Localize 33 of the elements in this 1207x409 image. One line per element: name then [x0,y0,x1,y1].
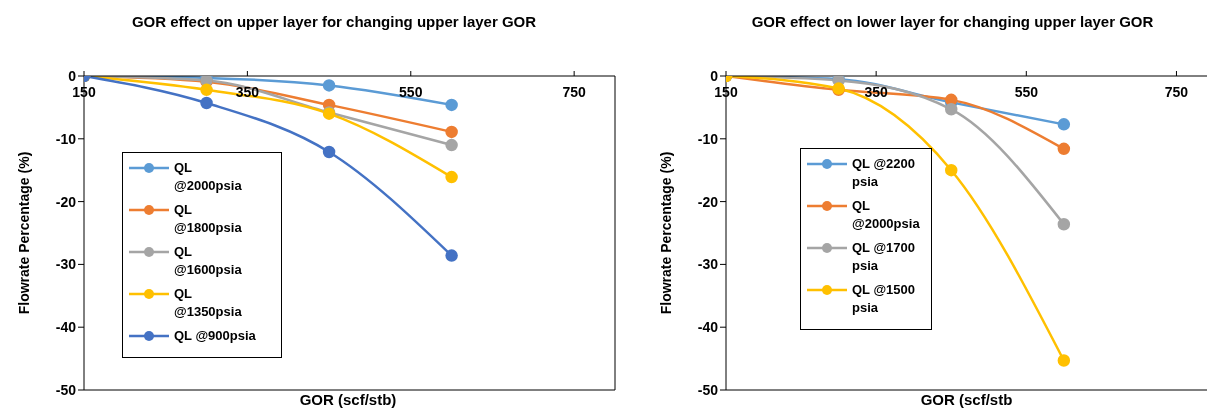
y-tick-label: 0 [710,67,719,84]
y-tick-label: -50 [697,381,719,398]
x-tick-label: 550 [399,84,423,100]
chart-title: GOR effect on upper layer for changing upper layer GOR [130,12,538,32]
legend-label: QL @900psia [174,327,257,345]
y-tick-label: -40 [55,319,77,336]
x-tick-label: 550 [1014,84,1039,100]
x-tick-label: 150 [72,84,96,100]
y-axis-title: Flowrate Percentage (%) [657,151,674,315]
legend-label: QL @2000psia [852,197,921,233]
x-axis-title: GOR (scf/stb) [299,391,397,408]
y-tick-label: 0 [68,67,77,84]
legend-label: QL @1600psia [174,243,243,279]
y-tick-label: -30 [55,256,77,273]
x-tick-label: 750 [562,84,587,100]
legend-label: QL @2200 psia [852,155,917,191]
y-tick-label: -50 [55,381,77,398]
y-tick-label: -30 [697,256,719,273]
y-axis-title: Flowrate Percentage (%) [15,151,32,315]
y-tick-label: -10 [697,130,719,147]
y-tick-label: -10 [55,130,77,147]
legend-label: QL @1500 psia [852,281,917,317]
legend-label: QL @2000psia [174,159,243,195]
x-tick-label: 150 [714,84,738,100]
x-axis-title: GOR (scf/stb [920,391,1013,408]
y-tick-label: -20 [697,193,719,210]
y-tick-label: -20 [55,193,77,210]
legend-label: QL @1800psia [174,201,243,237]
y-tick-label: -40 [697,319,719,336]
x-tick-label: 750 [1164,84,1189,100]
chart-title: GOR effect on lower layer for changing upper layer GOR [750,12,1155,32]
legend-label: QL @1700 psia [852,239,917,275]
legend-label: QL @1350psia [174,285,243,321]
